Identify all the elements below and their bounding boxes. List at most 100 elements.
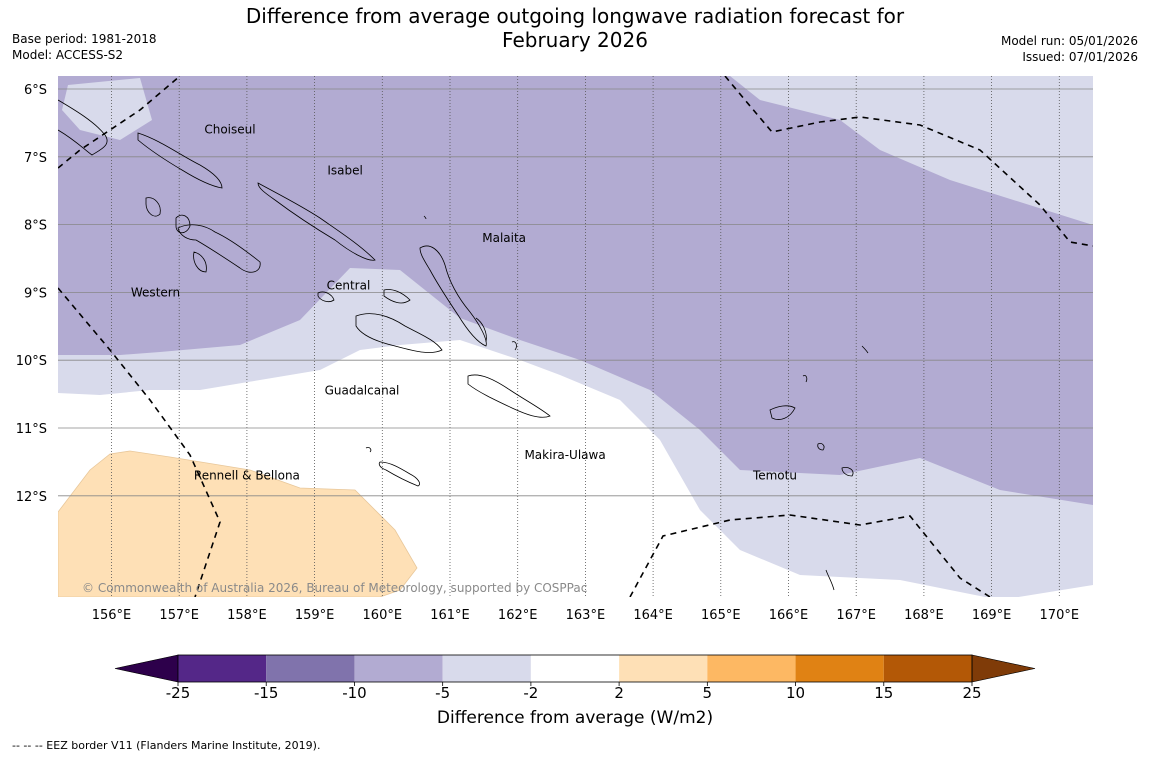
province-label-2: Malaita — [482, 231, 526, 245]
lat-label-3: 9°S — [24, 286, 47, 301]
island-russell — [317, 291, 335, 303]
eez-border-south-east — [629, 514, 991, 597]
colorbar-tick-label-6: 5 — [703, 684, 713, 702]
province-label-0: Choiseul — [204, 123, 255, 137]
island-tikopia — [825, 569, 835, 591]
colorbar-tick-label-8: 15 — [874, 684, 893, 702]
colorbar-segment-6 — [707, 655, 796, 682]
island-utupua — [817, 443, 825, 451]
lon-label-6: 162°E — [498, 608, 538, 623]
province-label-5: Guadalcanal — [325, 384, 400, 398]
island-vella-lavella — [145, 197, 161, 217]
colorbar-tick-label-4: -2 — [523, 684, 538, 702]
island-makira — [467, 374, 551, 418]
title-line-2: February 2026 — [502, 28, 648, 52]
colorbar-over-arrow — [971, 654, 1036, 683]
colorbar-tick-labels: -25 -15 -10 -5 -2 2 5 10 15 25 — [166, 682, 982, 702]
eez-borders — [58, 76, 1093, 597]
island-reef-islands — [802, 375, 808, 383]
chart-title: Difference from average outgoing longwav… — [200, 4, 950, 52]
anomaly-band-medium — [58, 76, 1093, 505]
island-ontong-java — [423, 215, 427, 220]
colorbar-tick-label-2: -10 — [342, 684, 367, 702]
lat-label-0: 6°S — [24, 83, 47, 98]
island-rennell — [378, 461, 420, 487]
colorbar-segment-3 — [442, 655, 531, 682]
issued-text: Issued: 07/01/2026 — [1022, 50, 1138, 64]
island-guadalcanal — [355, 313, 443, 353]
island-santa-cruz — [769, 405, 796, 420]
meta-right: Model run: 05/01/2026 Issued: 07/01/2026 — [1001, 33, 1138, 65]
colorbar-tick-label-1: -15 — [254, 684, 279, 702]
eez-legend-footer: -- -- -- EEZ border V11 (Flanders Marine… — [12, 739, 321, 752]
colorbar-label: Difference from average (W/m2) — [436, 708, 714, 728]
title-line-1: Difference from average outgoing longwav… — [245, 4, 905, 28]
copyright-text: © Commonwealth of Australia 2026, Bureau… — [82, 581, 587, 595]
province-label-8: Rennell & Bellona — [194, 468, 300, 482]
island-vanikoro — [841, 467, 854, 477]
lon-label-5: 161°E — [430, 608, 470, 623]
island-ulawa — [511, 341, 517, 351]
colorbar-segment-0 — [178, 655, 267, 682]
island-kolombangara — [175, 214, 191, 234]
island-choiseul — [137, 132, 223, 189]
colorbar-tick-label-5: 2 — [614, 684, 624, 702]
lon-label-13: 169°E — [972, 608, 1012, 623]
eez-border-west — [58, 287, 221, 597]
longitude-labels: 156°E 157°E 158°E 159°E 160°E 161°E 162°E 163°E… — [92, 608, 1079, 623]
island-coastlines — [58, 99, 869, 591]
lat-label-6: 12°S — [16, 490, 47, 505]
forecast-map: Choiseul Isabel Malaita Western Central Guada… — [16, 76, 1093, 623]
island-isabel — [257, 182, 376, 261]
lat-label-4: 10°S — [16, 354, 47, 369]
island-duff — [861, 345, 869, 354]
model-text: Model: ACCESS-S2 — [12, 48, 124, 62]
meta-left: Base period: 1981-2018 Model: ACCESS-S2 — [12, 31, 157, 63]
island-malaita — [419, 245, 487, 347]
province-label-4: Central — [327, 279, 371, 293]
lon-label-7: 163°E — [566, 608, 606, 623]
colorbar-segments — [114, 654, 1036, 683]
base-period-text: Base period: 1981-2018 — [12, 32, 157, 46]
colorbar-segment-7 — [795, 655, 884, 682]
lon-label-14: 170°E — [1040, 608, 1080, 623]
colorbar-outline — [177, 654, 973, 683]
lat-label-2: 8°S — [24, 219, 47, 234]
colorbar-segment-8 — [883, 655, 972, 682]
eez-border-north-east — [724, 76, 1093, 247]
island-nggela — [383, 289, 411, 304]
lon-label-3: 159°E — [295, 608, 335, 623]
island-bellona — [365, 447, 372, 453]
anomaly-band-positive — [58, 450, 418, 597]
lat-label-1: 7°S — [24, 151, 47, 166]
province-label-3: Western — [131, 285, 180, 299]
province-label-7: Temotu — [752, 468, 797, 482]
province-label-1: Isabel — [327, 163, 362, 177]
lat-label-5: 11°S — [16, 422, 47, 437]
lon-label-2: 158°E — [227, 608, 267, 623]
lon-label-0: 156°E — [92, 608, 132, 623]
lon-label-11: 167°E — [836, 608, 876, 623]
colorbar-under-arrow — [114, 654, 179, 683]
province-label-6: Makira-Ulawa — [524, 448, 605, 462]
colorbar-tick-label-9: 25 — [962, 684, 981, 702]
lon-label-9: 165°E — [701, 608, 741, 623]
anomaly-patch-white — [62, 78, 152, 140]
lon-label-8: 164°E — [633, 608, 673, 623]
island-small-malaita — [475, 317, 487, 343]
colorbar-segment-4 — [530, 655, 620, 682]
island-rendova — [193, 251, 207, 273]
map-area: Choiseul Isabel Malaita Western Central Guada… — [58, 76, 1093, 597]
island-new-georgia — [177, 224, 261, 273]
gridlines — [58, 76, 1093, 597]
colorbar-segment-2 — [354, 655, 443, 682]
latitude-labels: 6°S 7°S 8°S 9°S 10°S 11°S 12°S — [16, 83, 47, 505]
lon-label-1: 157°E — [159, 608, 199, 623]
colorbar-segment-1 — [266, 655, 355, 682]
colorbar-tick-label-3: -5 — [435, 684, 450, 702]
lon-label-12: 168°E — [904, 608, 944, 623]
island-bougainville — [58, 99, 108, 156]
model-run-text: Model run: 05/01/2026 — [1000, 34, 1138, 48]
province-labels: Choiseul Isabel Malaita Western Central Guada… — [131, 123, 797, 483]
colorbar-tick-label-7: 10 — [786, 684, 805, 702]
